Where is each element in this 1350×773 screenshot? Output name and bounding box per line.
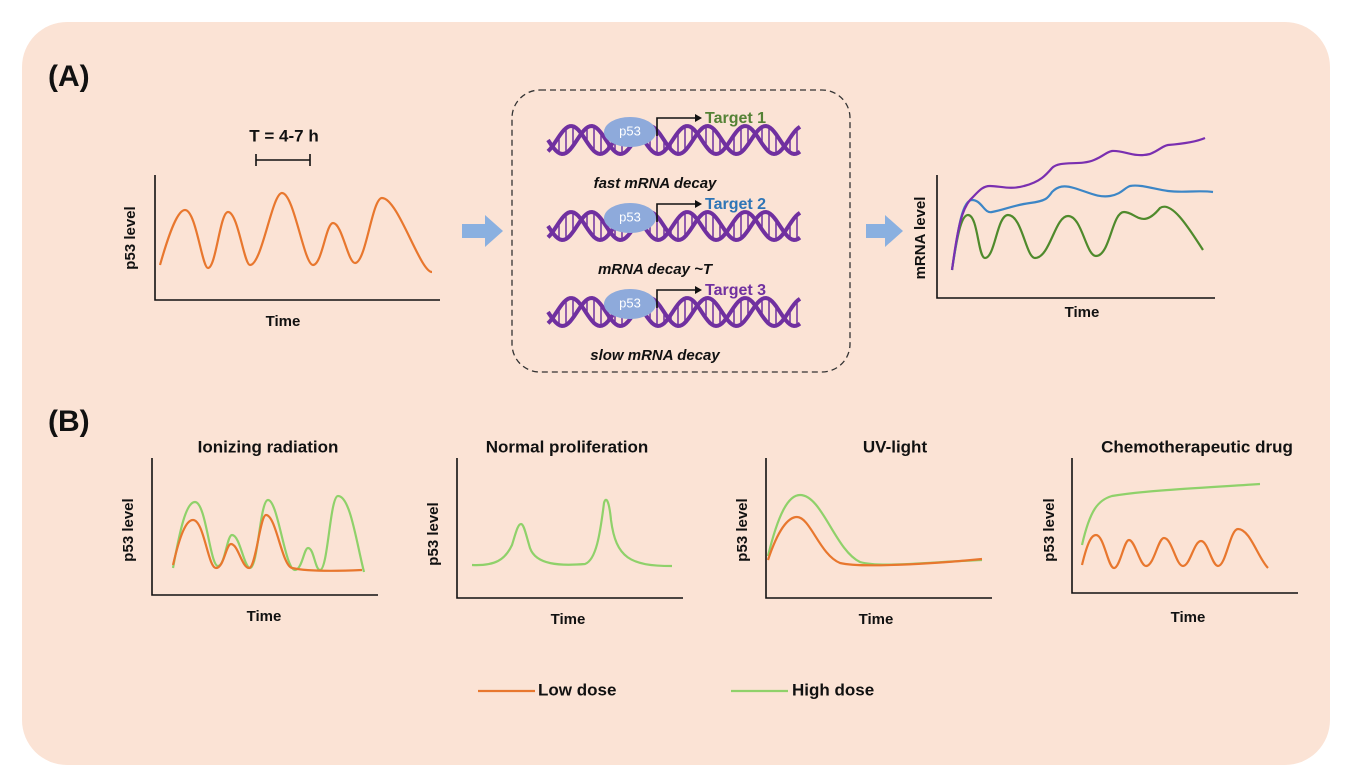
period-label: T = 4-7 h xyxy=(249,126,318,145)
low-dose-curve xyxy=(171,513,363,572)
target-label: Target 1 xyxy=(705,110,766,127)
high-dose-curve xyxy=(471,498,673,568)
mrna-plot: mRNA level Time xyxy=(912,136,1215,321)
targets: p53 Target 1 fast mRNA decay p53 Target 2 mRN… xyxy=(546,110,802,364)
promoter-arrow xyxy=(656,289,695,308)
x-axis-label: Time xyxy=(859,611,894,628)
axes xyxy=(154,175,440,301)
panel-label: (A) xyxy=(48,60,90,93)
arrowhead xyxy=(695,200,702,208)
target-2-curve xyxy=(950,184,1214,271)
plot-title: UV-light xyxy=(863,437,928,456)
period-bracket xyxy=(255,154,311,166)
axes xyxy=(765,458,992,599)
protein-label: p53 xyxy=(619,123,641,138)
decay-label: slow mRNA decay xyxy=(590,347,720,364)
x-axis-label: Time xyxy=(1065,304,1100,321)
target-label: Target 2 xyxy=(705,196,766,213)
y-axis-label: mRNA level xyxy=(912,197,929,280)
dna-strand xyxy=(546,124,802,157)
high-dose-curve xyxy=(1080,482,1261,546)
y-axis-label: p53 level xyxy=(120,498,137,561)
x-axis-label: Time xyxy=(247,608,282,625)
p53-protein xyxy=(604,203,656,233)
axes xyxy=(1071,458,1298,594)
p53-oscillation-plot: T = 4-7 h p53 level Time xyxy=(122,126,440,330)
target-3-curve xyxy=(950,136,1206,271)
y-axis-label: p53 level xyxy=(734,498,751,561)
axes xyxy=(936,175,1215,299)
p53-protein xyxy=(604,289,656,319)
axes xyxy=(151,458,378,596)
arrowhead xyxy=(695,286,702,294)
background-panel xyxy=(22,22,1330,765)
p53-curve xyxy=(158,191,433,274)
low-dose-curve xyxy=(1080,527,1269,570)
arrowhead xyxy=(695,114,702,122)
proliferation-plot: Normal proliferation p53 level Time xyxy=(425,437,683,628)
y-axis-label: p53 level xyxy=(122,206,139,269)
legend-label: Low dose xyxy=(538,680,616,699)
chemo-plot: Chemotherapeutic drug p53 level Time xyxy=(1041,437,1298,626)
x-axis-label: Time xyxy=(266,313,301,330)
dna-strand xyxy=(546,295,802,329)
decay-label: fast mRNA decay xyxy=(594,175,717,192)
uv-plot: UV-light p53 level Time xyxy=(734,437,992,628)
protein-label: p53 xyxy=(619,209,641,224)
x-axis-label: Time xyxy=(551,611,586,628)
ionizing-plot: Ionizing radiation p53 level Time xyxy=(120,437,378,625)
axes xyxy=(456,458,683,599)
decay-label: mRNA decay ~T xyxy=(598,261,714,278)
dna-strand xyxy=(546,210,802,243)
targets-box xyxy=(511,89,851,373)
arrow xyxy=(462,215,503,247)
y-axis-label: p53 level xyxy=(425,502,442,565)
x-axis-label: Time xyxy=(1171,609,1206,626)
p53-protein xyxy=(604,117,656,147)
target-1-curve xyxy=(950,205,1204,271)
panel-label: (B) xyxy=(48,405,90,438)
low-dose-curve xyxy=(766,515,983,567)
legend-label: High dose xyxy=(792,680,874,699)
promoter-arrow xyxy=(656,203,695,222)
dna-strand xyxy=(546,209,802,243)
plot-title: Chemotherapeutic drug xyxy=(1101,437,1293,456)
y-axis-label: p53 level xyxy=(1041,498,1058,561)
plot-title: Normal proliferation xyxy=(486,437,648,456)
target-label: Target 3 xyxy=(705,282,766,299)
protein-label: p53 xyxy=(619,295,641,310)
high-dose-curve xyxy=(171,494,366,573)
dna-strand xyxy=(546,123,802,157)
promoter-arrow xyxy=(656,117,695,136)
arrow xyxy=(866,215,903,247)
plot-title: Ionizing radiation xyxy=(198,437,339,456)
dna-strand xyxy=(546,296,802,329)
